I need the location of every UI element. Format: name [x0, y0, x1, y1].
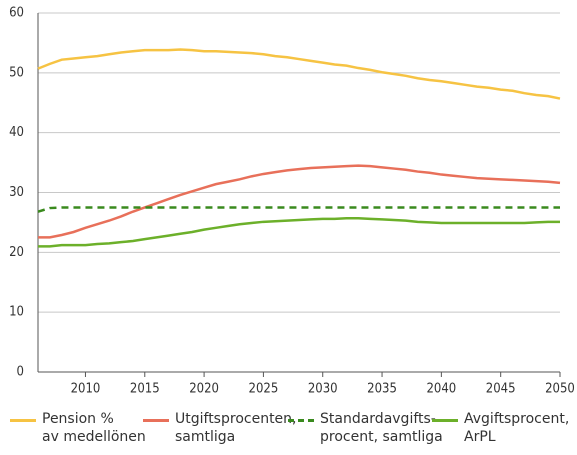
x-tick-label: 2040	[426, 382, 456, 397]
series-line	[38, 216, 560, 248]
series-line	[37, 206, 560, 213]
x-tick-label: 2045	[486, 382, 516, 397]
y-tick-label: 60	[9, 6, 24, 21]
legend-swatch	[10, 419, 36, 422]
legend-item: Utgiftsprocenten, samtliga	[143, 410, 297, 446]
series-line	[37, 48, 561, 100]
x-tick-label: 2015	[130, 382, 160, 397]
legend-swatch	[288, 419, 314, 422]
legend-label: Avgiftsprocent, ArPL	[464, 411, 570, 445]
legend-swatch	[143, 419, 169, 422]
legend-label: Pension % av medellönen	[42, 411, 146, 445]
x-tick-label: 2025	[249, 382, 279, 397]
x-tick-label: 2020	[189, 382, 219, 397]
legend-item: Pension % av medellönen	[10, 410, 146, 446]
x-tick-label: 2030	[308, 382, 338, 397]
legend-item: Standardavgifts- procent, samtliga	[288, 410, 443, 446]
x-tick-label: 2010	[71, 382, 101, 397]
x-tick-label: 2050	[545, 382, 575, 397]
legend-label: Utgiftsprocenten, samtliga	[175, 411, 297, 445]
legend-item: Avgiftsprocent, ArPL	[432, 410, 569, 446]
y-tick-label: 30	[9, 185, 24, 200]
y-tick-label: 20	[9, 245, 24, 260]
legend-swatch	[432, 419, 458, 422]
series-line	[38, 164, 561, 239]
y-tick-label: 40	[9, 125, 24, 140]
legend-label: Standardavgifts- procent, samtliga	[320, 411, 443, 445]
x-tick-label: 2035	[367, 382, 397, 397]
y-tick-label: 0	[17, 365, 24, 380]
y-tick-label: 50	[9, 65, 24, 80]
y-tick-label: 10	[9, 305, 24, 320]
